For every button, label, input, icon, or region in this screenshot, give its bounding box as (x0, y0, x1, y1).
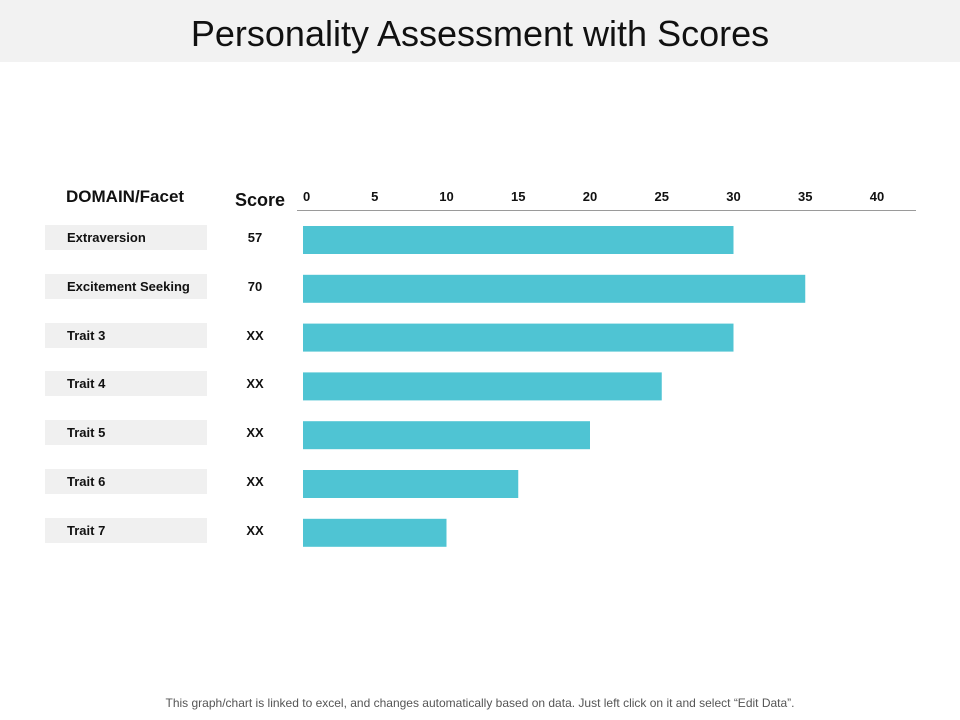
row-label-box: Excitement Seeking (45, 273, 207, 299)
row-score: 57 (247, 230, 263, 245)
row-label: Trait 7 (67, 522, 106, 538)
title-band (0, 0, 960, 62)
row-label: Excitement Seeking (67, 278, 190, 294)
x-tick-label: 25 (655, 189, 669, 204)
x-tick-label: 20 (583, 189, 597, 204)
page-title: Personality Assessment with Scores (190, 13, 770, 54)
domain-header: DOMAIN/Facet (66, 187, 185, 206)
row-score: XX (246, 425, 264, 441)
x-tick-label: 30 (726, 189, 740, 204)
bar (303, 372, 662, 401)
x-tick-label: 35 (798, 189, 812, 204)
x-tick-label: 40 (870, 189, 884, 204)
row-label: Trait 5 (67, 425, 106, 441)
bar (303, 518, 447, 547)
row-score: XX (246, 376, 264, 392)
bar (303, 274, 806, 303)
row-label: Trait 4 (67, 376, 106, 392)
x-tick-label: 15 (511, 189, 525, 204)
row-score: XX (246, 327, 264, 343)
x-tick-label: 0 (303, 189, 310, 204)
bar (303, 226, 734, 254)
row-label-box: Trait 4 (45, 371, 207, 397)
row-score: XX (246, 522, 264, 538)
bar (303, 421, 590, 450)
row-score: XX (246, 474, 264, 489)
x-tick-label: 5 (371, 189, 378, 204)
bar (303, 470, 519, 498)
row-label-box: Trait 5 (45, 420, 207, 446)
row-label: Trait 6 (67, 474, 106, 489)
row-label-box: Trait 3 (45, 322, 207, 348)
row-label: Extraversion (67, 230, 146, 245)
score-header: Score (235, 190, 286, 210)
footer-note: This graph/chart is linked to excel, and… (165, 696, 795, 710)
row-label-box: Trait 6 (45, 469, 207, 494)
bar (303, 323, 734, 352)
row-label-box: Extraversion (45, 225, 207, 250)
row-label: Trait 3 (67, 327, 106, 343)
row-score: 70 (247, 278, 263, 294)
row-label-box: Trait 7 (45, 517, 207, 543)
x-tick-label: 10 (439, 189, 453, 204)
